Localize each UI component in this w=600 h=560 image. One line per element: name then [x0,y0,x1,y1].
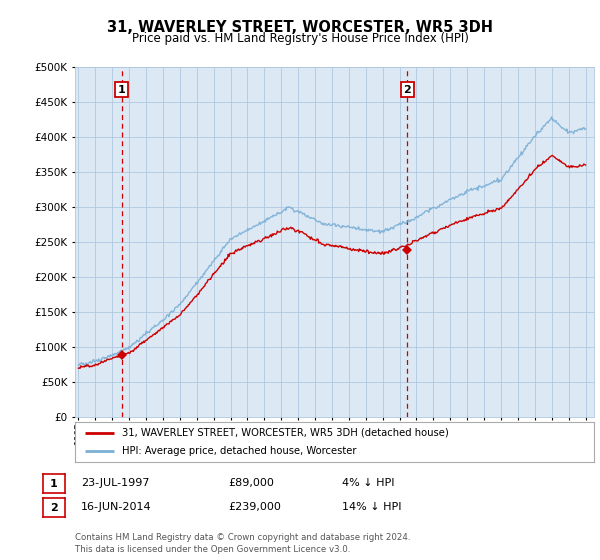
Text: 4% ↓ HPI: 4% ↓ HPI [342,478,395,488]
Text: £89,000: £89,000 [228,478,274,488]
Text: 1: 1 [50,479,58,488]
Text: 31, WAVERLEY STREET, WORCESTER, WR5 3DH (detached house): 31, WAVERLEY STREET, WORCESTER, WR5 3DH … [122,428,448,438]
Text: Price paid vs. HM Land Registry's House Price Index (HPI): Price paid vs. HM Land Registry's House … [131,32,469,45]
Text: 23-JUL-1997: 23-JUL-1997 [81,478,149,488]
Text: 16-JUN-2014: 16-JUN-2014 [81,502,152,512]
Text: 1: 1 [118,85,125,95]
Text: 31, WAVERLEY STREET, WORCESTER, WR5 3DH: 31, WAVERLEY STREET, WORCESTER, WR5 3DH [107,20,493,35]
Text: HPI: Average price, detached house, Worcester: HPI: Average price, detached house, Worc… [122,446,356,456]
Text: 14% ↓ HPI: 14% ↓ HPI [342,502,401,512]
Text: £239,000: £239,000 [228,502,281,512]
Text: 2: 2 [403,85,411,95]
Text: 2: 2 [50,503,58,512]
Text: Contains HM Land Registry data © Crown copyright and database right 2024.
This d: Contains HM Land Registry data © Crown c… [75,533,410,554]
